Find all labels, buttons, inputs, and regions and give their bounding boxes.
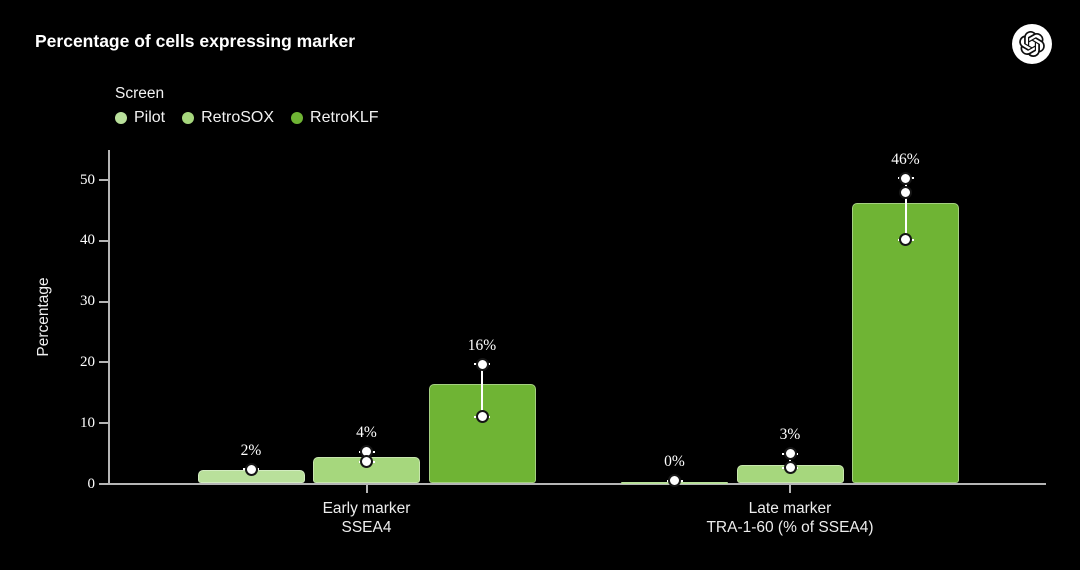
y-axis-tick bbox=[99, 483, 108, 485]
legend-item-pilot: Pilot bbox=[115, 109, 165, 127]
x-category-label: Late marker TRA-1-60 (% of SSEA4) bbox=[706, 500, 874, 536]
openai-logo bbox=[1012, 24, 1052, 64]
error-bar-line bbox=[789, 453, 791, 468]
data-point bbox=[475, 410, 489, 423]
legend-item-label: Pilot bbox=[134, 109, 166, 126]
data-point bbox=[899, 171, 912, 185]
error-bar-line bbox=[481, 364, 483, 417]
data-point bbox=[899, 233, 912, 247]
legend-swatch-icon bbox=[291, 112, 304, 124]
y-tick-label: 10 bbox=[80, 414, 95, 431]
legend: Screen Pilot RetroSOX RetroKLF bbox=[115, 85, 379, 127]
legend-item-retrosox: RetroSOX bbox=[182, 109, 274, 127]
x-category-label: Early marker SSEA4 bbox=[322, 500, 411, 536]
x-axis-tick bbox=[365, 485, 368, 493]
x-axis-spine bbox=[108, 483, 1046, 485]
legend-item-label: RetroSOX bbox=[201, 109, 275, 126]
value-label: 3% bbox=[779, 426, 801, 444]
legend-swatch-icon bbox=[115, 112, 127, 124]
y-axis-tick bbox=[99, 300, 108, 303]
data-point bbox=[668, 474, 681, 488]
y-tick-label: 50 bbox=[80, 171, 95, 188]
y-axis-tick bbox=[99, 422, 108, 425]
y-axis-tick bbox=[99, 179, 108, 181]
chart-title: Percentage of cells expressing marker bbox=[35, 31, 356, 51]
y-tick-label: 0 bbox=[87, 475, 96, 492]
data-point bbox=[899, 186, 912, 200]
legend-item-retroklf: RetroKLF bbox=[291, 109, 379, 127]
y-axis-tick bbox=[99, 239, 108, 242]
error-bar-line bbox=[904, 178, 907, 240]
value-label: 16% bbox=[467, 336, 497, 354]
data-point bbox=[783, 447, 797, 461]
value-label: 46% bbox=[891, 150, 920, 168]
x-axis-tick bbox=[789, 485, 791, 493]
value-label: 2% bbox=[240, 441, 262, 459]
y-tick-label: 20 bbox=[80, 353, 95, 370]
value-label: 4% bbox=[356, 424, 377, 442]
data-point bbox=[244, 462, 258, 476]
openai-logo-icon bbox=[1019, 31, 1045, 57]
bar-retroklf-group2 bbox=[852, 203, 959, 483]
legend-title: Screen bbox=[115, 85, 165, 102]
y-axis-spine bbox=[108, 150, 110, 484]
legend-item-label: RetroKLF bbox=[310, 109, 379, 126]
y-tick-label: 30 bbox=[80, 293, 95, 310]
y-axis-label: Percentage bbox=[35, 277, 52, 357]
y-tick-label: 40 bbox=[80, 232, 95, 249]
data-point bbox=[475, 357, 489, 371]
legend-swatch-icon bbox=[182, 112, 195, 124]
value-label: 0% bbox=[664, 453, 685, 471]
y-axis-tick bbox=[99, 361, 108, 364]
data-point bbox=[783, 461, 797, 475]
data-point bbox=[360, 455, 373, 468]
